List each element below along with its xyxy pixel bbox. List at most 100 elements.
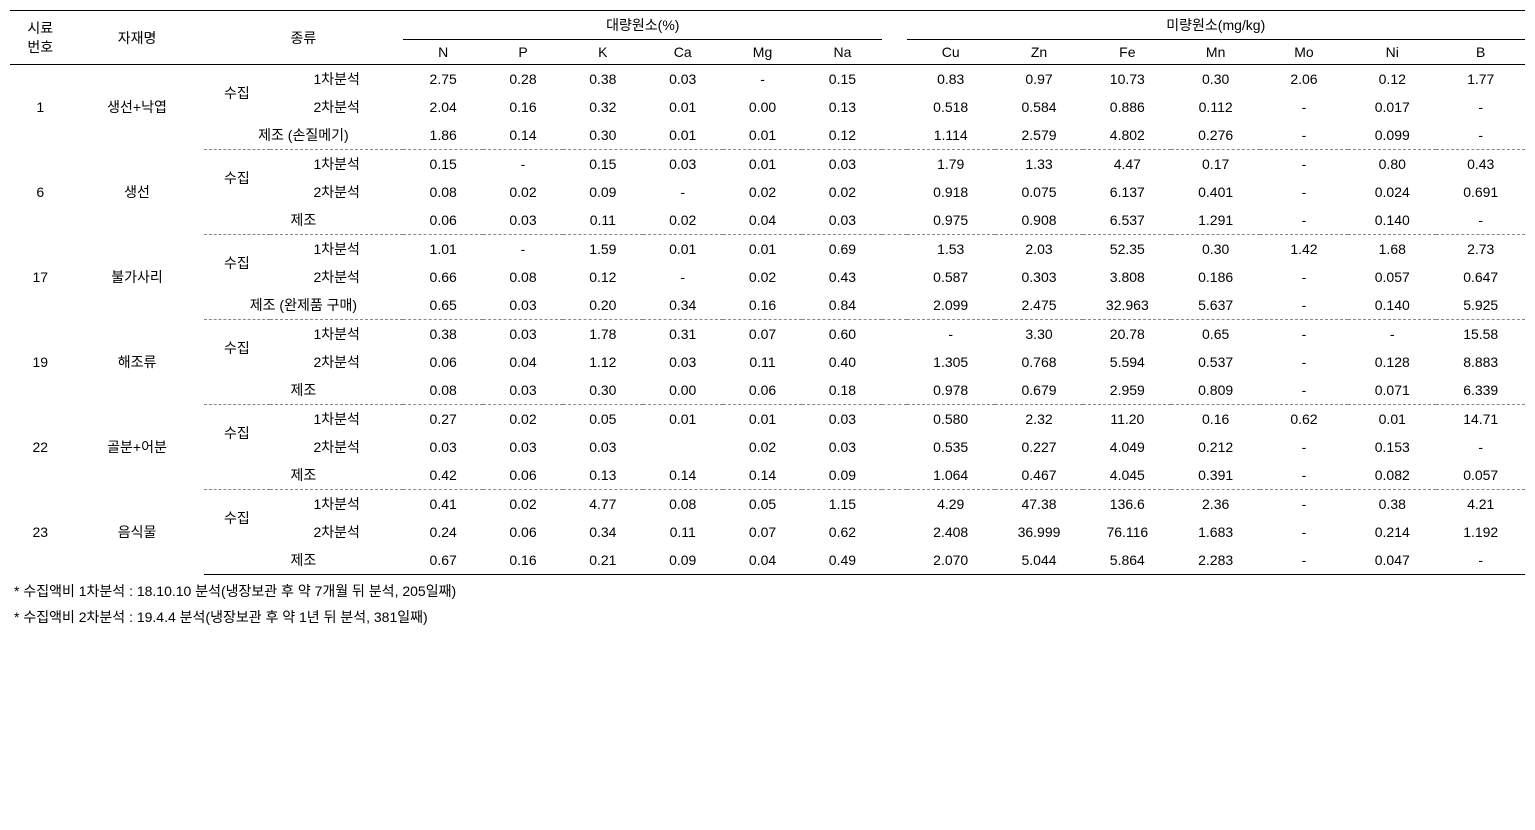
cell-macro-P: 0.08 [483, 263, 563, 291]
cell-micro-Mn: 0.276 [1171, 121, 1259, 150]
cell-micro-Zn: 3.30 [995, 320, 1083, 349]
cell-micro-Zn: 0.768 [995, 348, 1083, 376]
cell-macro-Mg: 0.00 [723, 93, 803, 121]
table-row: 19해조류수집1차분석0.380.031.780.310.070.60-3.30… [10, 320, 1525, 349]
table-row: 23음식물수집1차분석0.410.024.770.080.051.154.294… [10, 490, 1525, 519]
cell-macro-Na: 0.03 [802, 206, 882, 235]
header-Mn: Mn [1171, 40, 1259, 65]
cell-micro-B: - [1436, 121, 1525, 150]
cell-macro-Mg: 0.07 [723, 320, 803, 349]
cell-micro-Mo: - [1260, 461, 1348, 490]
cell-macro-N: 0.66 [403, 263, 483, 291]
table-row: 제조0.420.060.130.140.140.091.0640.4674.04… [10, 461, 1525, 490]
footnote-2: * 수집액비 2차분석 : 19.4.4 분석(냉장보관 후 약 1년 뒤 분석… [10, 607, 1525, 627]
cell-macro-K: 4.77 [563, 490, 643, 519]
cell-micro-Fe: 4.47 [1083, 150, 1171, 179]
cell-macro-Ca: 0.01 [643, 121, 723, 150]
cell-micro-Zn: 2.579 [995, 121, 1083, 150]
cell-micro-Mo: - [1260, 263, 1348, 291]
cell-micro-Ni: 0.017 [1348, 93, 1436, 121]
cell-type-manufacture: 제조 [204, 546, 404, 575]
cell-type-collect: 수집 [204, 235, 271, 292]
cell-micro-B: - [1436, 546, 1525, 575]
cell-macro-N: 0.27 [403, 405, 483, 434]
cell-micro-Cu: - [907, 320, 995, 349]
cell-micro-Zn: 0.075 [995, 178, 1083, 206]
cell-type-analysis: 2차분석 [270, 178, 403, 206]
cell-micro-Ni: 0.082 [1348, 461, 1436, 490]
cell-micro-B: - [1436, 433, 1525, 461]
cell-macro-Mg: 0.02 [723, 178, 803, 206]
cell-macro-P: 0.14 [483, 121, 563, 150]
cell-macro-Mg: 0.01 [723, 405, 803, 434]
cell-micro-Fe: 20.78 [1083, 320, 1171, 349]
cell-micro-Cu: 2.070 [907, 546, 995, 575]
cell-micro-Cu: 2.099 [907, 291, 995, 320]
cell-micro-Mn: 0.65 [1171, 320, 1259, 349]
cell-macro-Mg: 0.04 [723, 546, 803, 575]
cell-micro-Mo: - [1260, 433, 1348, 461]
cell-macro-N: 2.75 [403, 65, 483, 94]
cell-macro-K: 0.13 [563, 461, 643, 490]
cell-micro-Fe: 4.802 [1083, 121, 1171, 150]
cell-macro-Na: 0.84 [802, 291, 882, 320]
cell-type-collect: 수집 [204, 490, 271, 547]
cell-micro-B: 8.883 [1436, 348, 1525, 376]
footnote-1: * 수집액비 1차분석 : 18.10.10 분석(냉장보관 후 약 7개월 뒤… [10, 581, 1525, 601]
cell-micro-B: 2.73 [1436, 235, 1525, 264]
cell-micro-Ni: 0.099 [1348, 121, 1436, 150]
cell-macro-P: 0.28 [483, 65, 563, 94]
header-Na: Na [802, 40, 882, 65]
cell-spacer [882, 320, 906, 349]
cell-micro-Zn: 2.32 [995, 405, 1083, 434]
cell-macro-Ca: 0.14 [643, 461, 723, 490]
cell-sample-no: 19 [10, 320, 70, 405]
cell-macro-Mg: 0.02 [723, 433, 803, 461]
cell-micro-B: 0.647 [1436, 263, 1525, 291]
cell-sample-no: 23 [10, 490, 70, 575]
cell-micro-Fe: 136.6 [1083, 490, 1171, 519]
cell-micro-Cu: 1.064 [907, 461, 995, 490]
cell-micro-Fe: 52.35 [1083, 235, 1171, 264]
cell-micro-Ni: - [1348, 320, 1436, 349]
cell-micro-Fe: 6.137 [1083, 178, 1171, 206]
cell-macro-Ca: - [643, 263, 723, 291]
cell-micro-B: 0.057 [1436, 461, 1525, 490]
cell-macro-K: 0.30 [563, 121, 643, 150]
cell-spacer [882, 518, 906, 546]
table-row: 제조0.080.030.300.000.060.180.9780.6792.95… [10, 376, 1525, 405]
cell-material: 골분+어분 [70, 405, 203, 490]
cell-macro-Na: 0.03 [802, 405, 882, 434]
cell-micro-Mo: - [1260, 178, 1348, 206]
cell-sample-no: 22 [10, 405, 70, 490]
cell-type-analysis: 1차분석 [270, 405, 403, 434]
cell-micro-Mn: 2.283 [1171, 546, 1259, 575]
cell-micro-Fe: 0.886 [1083, 93, 1171, 121]
cell-micro-Mn: 0.112 [1171, 93, 1259, 121]
cell-micro-Mn: 1.683 [1171, 518, 1259, 546]
cell-macro-Ca: 0.11 [643, 518, 723, 546]
cell-macro-Na: 0.02 [802, 178, 882, 206]
cell-micro-Fe: 2.959 [1083, 376, 1171, 405]
cell-type-analysis: 2차분석 [270, 263, 403, 291]
cell-macro-K: 1.78 [563, 320, 643, 349]
cell-macro-P: 0.04 [483, 348, 563, 376]
cell-macro-K: 0.03 [563, 433, 643, 461]
cell-micro-Mo: - [1260, 121, 1348, 150]
cell-micro-Mo: - [1260, 490, 1348, 519]
cell-micro-Cu: 0.975 [907, 206, 995, 235]
cell-type-manufacture: 제조 [204, 206, 404, 235]
cell-macro-Mg: 0.14 [723, 461, 803, 490]
cell-micro-Ni: 0.80 [1348, 150, 1436, 179]
cell-macro-Na: 0.09 [802, 461, 882, 490]
cell-micro-Ni: 0.047 [1348, 546, 1436, 575]
cell-material: 생선+낙엽 [70, 65, 203, 150]
cell-micro-Mn: 0.16 [1171, 405, 1259, 434]
table-row: 22골분+어분수집1차분석0.270.020.050.010.010.030.5… [10, 405, 1525, 434]
cell-micro-Mo: - [1260, 376, 1348, 405]
cell-micro-Ni: 0.140 [1348, 291, 1436, 320]
cell-micro-Mo: 1.42 [1260, 235, 1348, 264]
cell-macro-P: 0.16 [483, 546, 563, 575]
header-material: 자재명 [70, 11, 203, 65]
cell-type-manufacture: 제조 (손질메기) [204, 121, 404, 150]
